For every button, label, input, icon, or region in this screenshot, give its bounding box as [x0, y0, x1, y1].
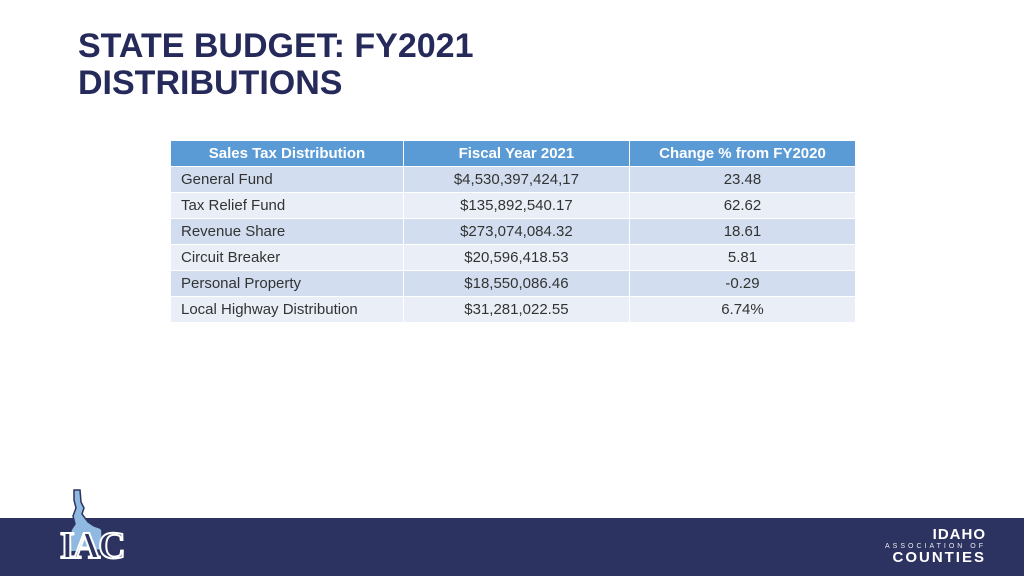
- table-cell: Tax Relief Fund: [171, 193, 404, 219]
- footer-line-association: ASSOCIATION OF: [885, 543, 986, 550]
- table-cell: Revenue Share: [171, 219, 404, 245]
- table-cell: $18,550,086.46: [403, 271, 629, 297]
- distribution-table-wrap: Sales Tax Distribution Fiscal Year 2021 …: [170, 140, 856, 323]
- table-cell: 6.74%: [629, 297, 855, 323]
- table-cell: $273,074,084.32: [403, 219, 629, 245]
- footer-line-idaho: IDAHO: [885, 527, 986, 543]
- table-body: General Fund$4,530,397,424,1723.48Tax Re…: [171, 167, 856, 323]
- table-row: Local Highway Distribution$31,281,022.55…: [171, 297, 856, 323]
- table-cell: $135,892,540.17: [403, 193, 629, 219]
- table-cell: 23.48: [629, 167, 855, 193]
- iac-logo: IAC: [60, 488, 150, 568]
- table-row: General Fund$4,530,397,424,1723.48: [171, 167, 856, 193]
- col-header-1: Fiscal Year 2021: [403, 141, 629, 167]
- table-cell: 62.62: [629, 193, 855, 219]
- distribution-table: Sales Tax Distribution Fiscal Year 2021 …: [170, 140, 856, 323]
- table-cell: $20,596,418.53: [403, 245, 629, 271]
- table-cell: Local Highway Distribution: [171, 297, 404, 323]
- col-header-0: Sales Tax Distribution: [171, 141, 404, 167]
- footer-bar: [0, 518, 1024, 576]
- table-cell: General Fund: [171, 167, 404, 193]
- page-title: STATE BUDGET: FY2021DISTRIBUTIONS: [78, 28, 473, 103]
- table-row: Revenue Share$273,074,084.3218.61: [171, 219, 856, 245]
- table-row: Tax Relief Fund$135,892,540.1762.62: [171, 193, 856, 219]
- footer-line-counties: COUNTIES: [885, 550, 986, 566]
- table-header-row: Sales Tax Distribution Fiscal Year 2021 …: [171, 141, 856, 167]
- col-header-2: Change % from FY2020: [629, 141, 855, 167]
- table-row: Personal Property$18,550,086.46-0.29: [171, 271, 856, 297]
- table-cell: $31,281,022.55: [403, 297, 629, 323]
- slide: STATE BUDGET: FY2021DISTRIBUTIONS Sales …: [0, 0, 1024, 576]
- iac-logo-text: IAC: [60, 524, 124, 568]
- table-row: Circuit Breaker$20,596,418.535.81: [171, 245, 856, 271]
- table-cell: $4,530,397,424,17: [403, 167, 629, 193]
- table-cell: 18.61: [629, 219, 855, 245]
- table-cell: 5.81: [629, 245, 855, 271]
- table-cell: -0.29: [629, 271, 855, 297]
- table-cell: Personal Property: [171, 271, 404, 297]
- footer-org-name: IDAHO ASSOCIATION OF COUNTIES: [885, 527, 986, 566]
- table-cell: Circuit Breaker: [171, 245, 404, 271]
